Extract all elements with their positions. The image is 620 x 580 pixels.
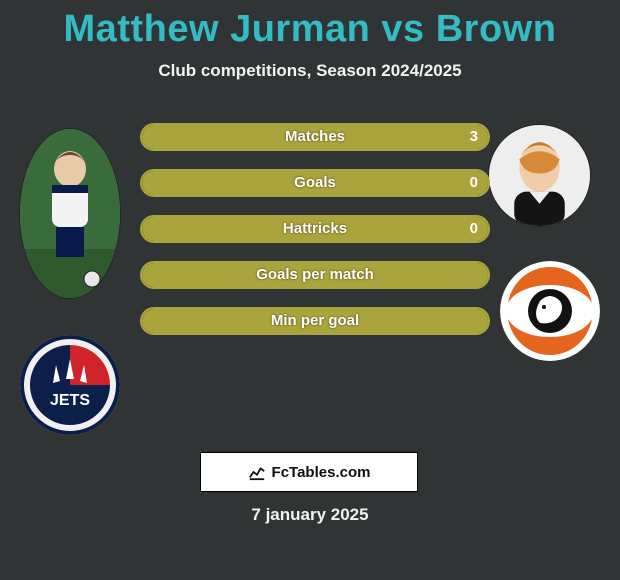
stat-label: Matches [142,125,488,149]
stat-bar-matches: Matches 3 [140,123,490,151]
stat-label: Min per goal [142,309,488,333]
date-label: 7 january 2025 [0,505,620,525]
club-crest-icon: JETS [20,335,120,435]
club-badge-right [500,261,600,361]
stat-right-value: 3 [470,125,478,149]
stat-right-value: 0 [470,217,478,241]
svg-text:JETS: JETS [50,392,90,409]
page-title: Matthew Jurman vs Brown [0,0,620,51]
brand-text: FcTables.com [272,464,371,481]
stat-bar-hattricks: Hattricks 0 [140,215,490,243]
brand-box: FcTables.com [200,452,418,492]
stat-label: Goals [142,171,488,195]
player-photo-icon [20,129,120,298]
stat-right-value: 0 [470,171,478,195]
stat-bars: Matches 3 Goals 0 Hattricks 0 Goals per … [140,123,490,353]
player-right-avatar [489,125,590,226]
stat-bar-min-per-goal: Min per goal [140,307,490,335]
stat-label: Goals per match [142,263,488,287]
brand-logo-icon [248,463,266,481]
stat-bar-goals-per-match: Goals per match [140,261,490,289]
stat-bar-goals: Goals 0 [140,169,490,197]
club-crest-icon [500,261,600,361]
club-badge-left: JETS [20,335,120,435]
player-left-avatar [20,129,120,298]
player-photo-icon [489,125,590,226]
subtitle: Club competitions, Season 2024/2025 [0,61,620,81]
stat-label: Hattricks [142,217,488,241]
